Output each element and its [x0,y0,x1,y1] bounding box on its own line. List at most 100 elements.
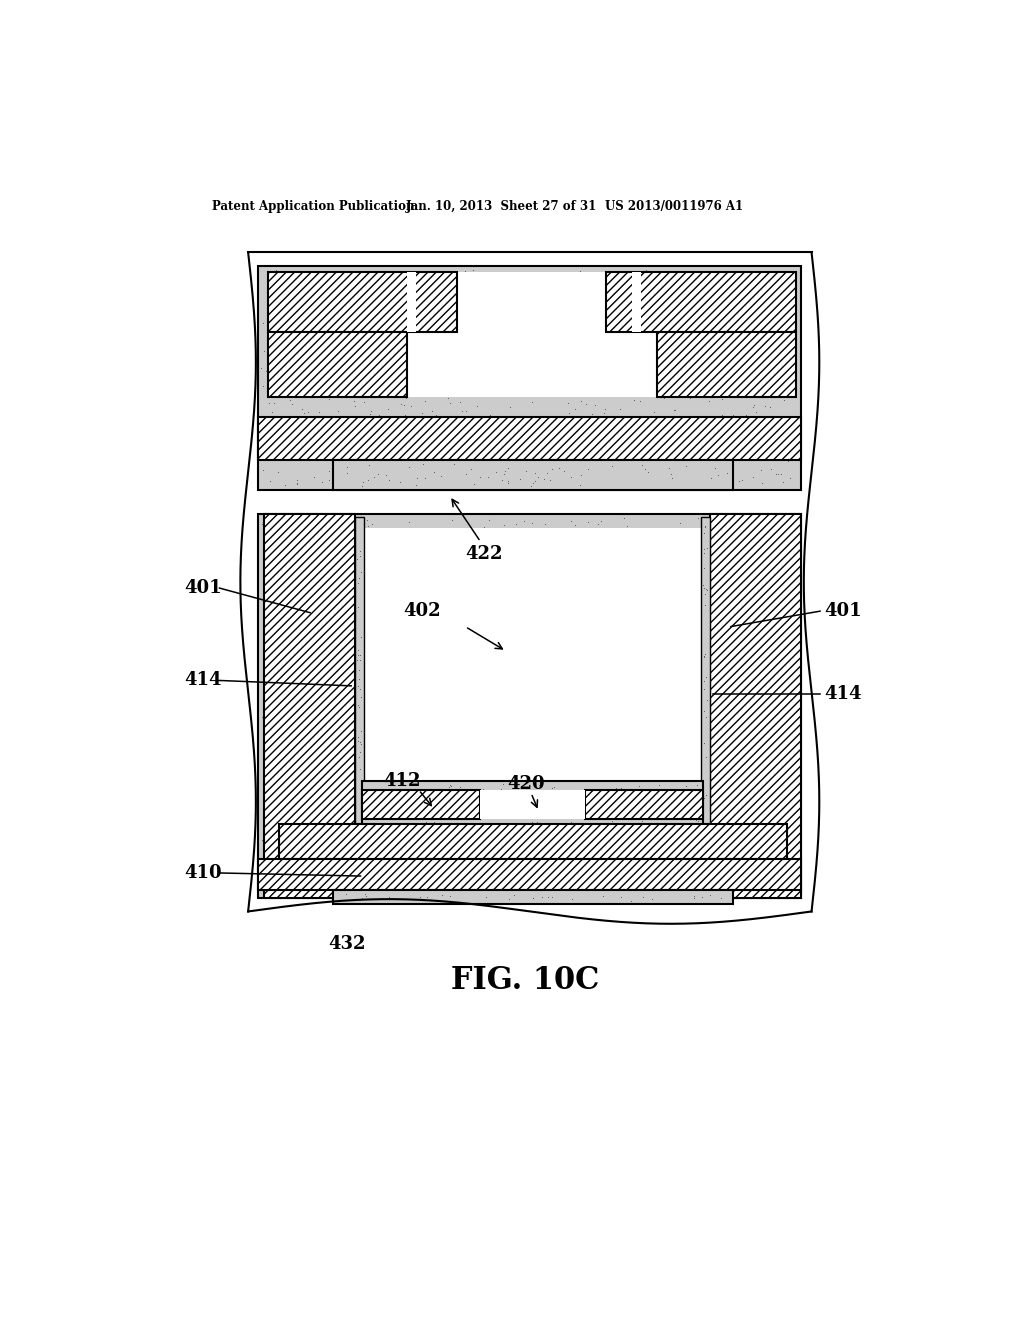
Point [537,513,553,535]
Point [548,681,564,702]
Point [687,319,703,341]
Point [408,826,424,847]
Point [674,708,690,729]
Point [707,657,723,678]
Point [442,393,459,414]
Point [581,795,597,816]
Point [352,599,369,620]
Point [701,548,718,569]
Point [350,746,367,767]
Point [351,803,368,824]
Point [701,884,718,906]
Point [269,652,286,673]
Point [299,698,315,719]
Point [629,855,645,876]
Point [695,434,712,455]
Point [586,780,602,801]
Point [340,752,356,774]
Point [697,840,714,861]
Bar [407,331,656,397]
Point [354,360,371,381]
Point [606,832,623,853]
Point [273,348,290,370]
Point [446,788,463,809]
Point [456,685,472,706]
Point [736,421,753,442]
Point [371,781,387,803]
Point [743,594,760,615]
Point [310,565,327,586]
Point [707,372,723,393]
Point [764,676,780,697]
Point [634,865,650,886]
Point [323,882,339,903]
Point [396,602,413,623]
Point [560,363,577,384]
Point [749,401,765,422]
Point [774,568,791,589]
Point [655,387,672,408]
Point [587,842,603,863]
Point [351,696,368,717]
Point [410,612,426,634]
Point [713,887,729,908]
Point [286,643,302,664]
Point [779,673,796,694]
Point [620,664,636,685]
Point [551,436,567,457]
Point [617,675,634,696]
Point [675,678,691,700]
Point [622,647,638,668]
Point [540,689,556,710]
Point [523,531,540,552]
Point [344,366,360,387]
Point [746,836,763,857]
Point [674,741,690,762]
Point [371,726,387,747]
Point [767,351,783,372]
Point [260,513,276,535]
Point [766,772,782,793]
Point [398,330,415,351]
Point [549,845,565,866]
Point [469,318,485,339]
Point [337,352,353,374]
Point [613,533,630,554]
Point [732,876,749,898]
Point [498,549,514,570]
Point [378,465,394,486]
Point [717,260,733,281]
Point [312,325,329,346]
Point [569,801,586,822]
Point [776,692,793,713]
Point [261,857,278,878]
Point [587,292,603,313]
Point [643,777,659,799]
Point [597,756,613,777]
Point [645,425,662,446]
Point [519,770,536,791]
Point [582,279,598,300]
Point [286,612,302,634]
Point [669,414,685,436]
Point [327,375,343,396]
Point [590,710,606,731]
Point [352,758,369,779]
Point [480,785,497,807]
Point [346,705,362,726]
Point [722,678,738,700]
Point [663,463,679,484]
Point [458,401,474,422]
Point [684,409,700,430]
Point [393,772,410,793]
Point [509,845,525,866]
Point [498,672,514,693]
Point [655,421,672,442]
Point [268,321,285,342]
Point [428,404,444,425]
Point [365,677,381,698]
Point [360,455,377,477]
Point [386,467,402,488]
Point [262,754,279,775]
Point [536,358,552,379]
